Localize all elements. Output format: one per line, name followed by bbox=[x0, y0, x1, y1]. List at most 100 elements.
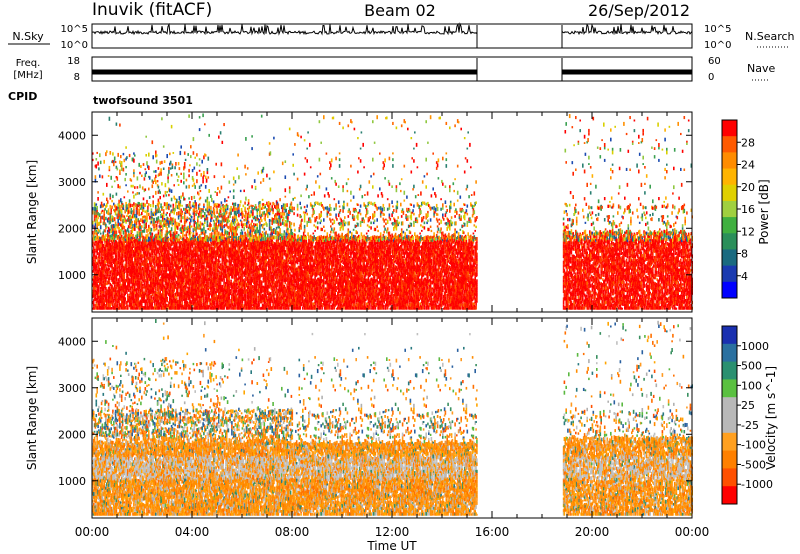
heatmap-cell bbox=[150, 204, 152, 207]
heatmap-cell bbox=[104, 229, 106, 232]
heatmap-cell bbox=[213, 256, 215, 259]
heatmap-cell bbox=[230, 262, 232, 266]
heatmap-cell bbox=[151, 221, 153, 224]
heatmap-cell bbox=[142, 284, 144, 286]
heatmap-cell bbox=[158, 230, 160, 232]
heatmap-cell bbox=[155, 288, 157, 290]
heatmap-cell bbox=[112, 297, 114, 299]
heatmap-cell bbox=[139, 172, 141, 175]
heatmap-cell bbox=[167, 174, 169, 177]
heatmap-cell bbox=[186, 297, 188, 300]
heatmap-cell bbox=[132, 234, 134, 238]
heatmap-cell bbox=[229, 277, 231, 280]
heatmap-cell bbox=[186, 185, 188, 188]
heatmap-cell bbox=[159, 191, 161, 194]
heatmap-cell bbox=[105, 234, 107, 237]
heatmap-cell bbox=[168, 206, 170, 208]
heatmap-cell bbox=[214, 211, 216, 215]
heatmap-cell bbox=[134, 214, 136, 218]
heatmap-cell bbox=[190, 207, 192, 209]
heatmap-cell bbox=[200, 190, 202, 192]
heatmap-cell bbox=[216, 192, 218, 196]
heatmap-cell bbox=[180, 245, 182, 248]
heatmap-cell bbox=[209, 227, 211, 231]
heatmap-cell bbox=[230, 244, 232, 248]
heatmap-cell bbox=[152, 266, 154, 268]
heatmap-cell bbox=[158, 232, 160, 235]
heatmap-cell bbox=[176, 173, 178, 176]
heatmap-cell bbox=[99, 153, 101, 157]
heatmap-cell bbox=[131, 208, 133, 211]
heatmap-cell bbox=[220, 256, 222, 258]
heatmap-cell bbox=[93, 246, 95, 249]
heatmap-cell bbox=[223, 281, 225, 284]
cpid-label: CPID bbox=[8, 90, 37, 103]
heatmap-cell bbox=[245, 294, 247, 298]
heatmap-cell bbox=[152, 184, 154, 188]
heatmap-cell bbox=[178, 234, 180, 236]
heatmap-cell bbox=[181, 302, 183, 305]
heatmap-cell bbox=[132, 191, 134, 193]
heatmap-cell bbox=[158, 199, 160, 202]
heatmap-cell bbox=[235, 307, 237, 310]
heatmap-cell bbox=[94, 308, 96, 310]
noise-left-tick-bottom: 10^0 bbox=[61, 40, 88, 51]
heatmap-cell bbox=[163, 195, 165, 198]
heatmap-cell bbox=[134, 227, 136, 231]
heatmap-cell bbox=[251, 135, 253, 137]
heatmap-cell bbox=[180, 217, 182, 220]
heatmap-cell bbox=[187, 217, 189, 219]
heatmap-cell bbox=[208, 281, 210, 285]
heatmap-cell bbox=[214, 209, 216, 211]
heatmap-cell bbox=[159, 291, 161, 294]
heatmap-cell bbox=[105, 264, 107, 267]
heatmap-cell bbox=[181, 213, 183, 216]
heatmap-cell bbox=[129, 284, 131, 287]
heatmap-cell bbox=[188, 114, 190, 118]
heatmap-cell bbox=[169, 281, 171, 283]
heatmap-cell bbox=[111, 186, 113, 188]
heatmap-cell bbox=[191, 226, 193, 228]
heatmap-cell bbox=[240, 190, 242, 192]
heatmap-cell bbox=[137, 234, 139, 237]
heatmap-cell bbox=[111, 206, 113, 209]
heatmap-cell bbox=[125, 166, 127, 168]
heatmap-cell bbox=[134, 286, 136, 289]
heatmap-cell bbox=[138, 163, 140, 167]
heatmap-cell bbox=[126, 261, 128, 265]
heatmap-cell bbox=[93, 257, 95, 260]
heatmap-cell bbox=[154, 238, 156, 242]
heatmap-cell bbox=[127, 307, 129, 310]
heatmap-cell bbox=[251, 220, 253, 223]
heatmap-cell bbox=[146, 161, 148, 165]
heatmap-cell bbox=[147, 206, 149, 210]
heatmap-cell bbox=[124, 292, 126, 296]
heatmap-cell bbox=[192, 244, 194, 248]
heatmap-cell bbox=[109, 117, 111, 121]
heatmap-cell bbox=[204, 212, 206, 215]
heatmap-cell bbox=[203, 270, 205, 274]
heatmap-cell bbox=[196, 162, 198, 165]
heatmap-cell bbox=[250, 210, 252, 213]
heatmap-cell bbox=[194, 211, 196, 213]
heatmap-cell bbox=[203, 204, 205, 207]
heatmap-cell bbox=[149, 295, 151, 299]
heatmap-cell bbox=[100, 161, 102, 164]
heatmap-cell bbox=[110, 194, 112, 198]
heatmap-cell bbox=[230, 206, 232, 208]
heatmap-cell bbox=[118, 200, 120, 204]
heatmap-cell bbox=[126, 204, 128, 207]
heatmap-cell bbox=[93, 305, 95, 307]
heatmap-cell bbox=[160, 225, 162, 227]
heatmap-cell bbox=[97, 216, 99, 220]
heatmap-cell bbox=[187, 210, 189, 214]
heatmap-cell bbox=[208, 308, 210, 310]
heatmap-cell bbox=[99, 260, 101, 262]
heatmap-cell bbox=[103, 303, 105, 307]
heatmap-cell bbox=[136, 221, 138, 225]
heatmap-cell bbox=[114, 225, 116, 228]
heatmap-cell bbox=[180, 180, 182, 183]
heatmap-cell bbox=[103, 193, 105, 196]
heatmap-cell bbox=[165, 191, 167, 195]
heatmap-cell bbox=[219, 261, 221, 263]
